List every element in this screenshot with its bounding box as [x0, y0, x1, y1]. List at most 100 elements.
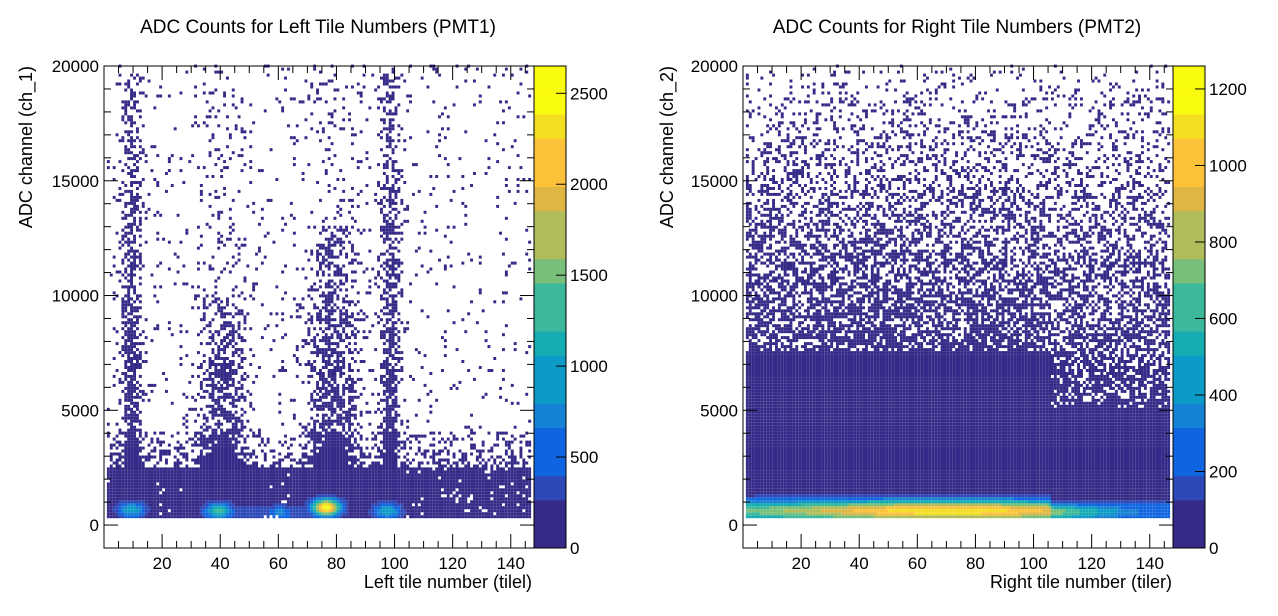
heatmap-cell: [179, 485, 183, 489]
heatmap-cell: [385, 380, 389, 384]
heatmap-cell: [138, 139, 142, 143]
heatmap-cell: [124, 106, 128, 110]
heatmap-cell: [385, 348, 389, 352]
heatmap-cell: [327, 273, 331, 277]
heatmap-cell: [295, 476, 299, 480]
heatmap-cell: [388, 285, 392, 289]
heatmap-cell: [159, 455, 163, 459]
heatmap-cell: [150, 467, 154, 471]
heatmap-cell: [289, 458, 293, 462]
heatmap-cell: [130, 169, 133, 173]
heatmap-cell: [234, 261, 238, 265]
heatmap-cell: [173, 482, 177, 486]
heatmap-cell: [339, 452, 343, 456]
heatmap-cell: [333, 464, 337, 468]
heatmap-cell: [159, 506, 163, 510]
heatmap-cell: [388, 94, 392, 98]
heatmap-cell: [237, 366, 241, 369]
heatmap-cell: [368, 500, 372, 504]
heatmap-cell: [138, 267, 142, 271]
heatmap-cell: [301, 431, 305, 435]
heatmap-cell: [362, 503, 366, 507]
heatmap-cell: [124, 240, 128, 244]
heatmap-cell: [275, 500, 279, 504]
heatmap-cell: [266, 506, 270, 510]
heatmap-cell: [348, 446, 351, 450]
heatmap-cell: [223, 377, 226, 381]
heatmap-cell: [330, 488, 334, 492]
heatmap-cell: [319, 500, 322, 504]
heatmap-cell: [327, 380, 331, 384]
heatmap-cell: [388, 294, 392, 298]
heatmap-cell: [191, 503, 195, 507]
heatmap-cell: [226, 419, 229, 423]
heatmap-cell: [385, 175, 389, 178]
heatmap-cell: [237, 309, 241, 313]
heatmap-cell: [217, 476, 221, 480]
heatmap-cell: [136, 166, 139, 170]
heatmap-cell: [345, 413, 348, 417]
heatmap-cell: [400, 351, 404, 355]
heatmap-cell: [319, 231, 322, 235]
heatmap-cell: [226, 372, 229, 375]
heatmap-cell: [417, 246, 421, 250]
heatmap-cell: [336, 494, 340, 498]
heatmap-cell: [220, 389, 224, 393]
heatmap-cell: [266, 467, 270, 471]
heatmap-cell: [133, 440, 136, 444]
heatmap-cell: [130, 512, 133, 516]
heatmap-cell: [130, 506, 133, 510]
heatmap-cell: [316, 404, 319, 408]
heatmap-cell: [194, 491, 197, 495]
heatmap-cell: [319, 261, 322, 265]
heatmap-cell: [327, 240, 331, 244]
heatmap-cell: [289, 506, 293, 510]
heatmap-cell: [220, 461, 224, 465]
heatmap-cell: [397, 479, 401, 483]
heatmap-cell: [214, 354, 218, 358]
heatmap-cell: [356, 82, 360, 86]
heatmap-cell: [182, 479, 186, 483]
heatmap-cell: [403, 330, 407, 334]
heatmap-cell: [272, 509, 276, 513]
heatmap-cell: [391, 321, 395, 325]
heatmap-cell: [106, 166, 110, 170]
heatmap-cell: [316, 243, 319, 247]
heatmap-cell: [214, 279, 218, 283]
heatmap-cell: [272, 461, 276, 465]
heatmap-cell: [130, 360, 133, 363]
heatmap-cell: [362, 470, 366, 474]
heatmap-cell: [150, 383, 154, 387]
heatmap-cell: [246, 515, 250, 519]
heatmap-cell: [246, 479, 250, 483]
heatmap-cell: [130, 282, 133, 286]
heatmap-cell: [388, 264, 392, 268]
heatmap-cell: [388, 339, 392, 343]
heatmap-cell: [342, 425, 346, 429]
heatmap-cell: [310, 285, 314, 289]
heatmap-cell: [345, 467, 348, 471]
heatmap-cell: [348, 413, 351, 417]
heatmap-cell: [263, 327, 267, 331]
heatmap-cell: [353, 327, 357, 331]
heatmap-cell: [385, 94, 389, 98]
heatmap-cell: [388, 377, 392, 381]
heatmap-cell: [214, 491, 218, 495]
heatmap-cell: [217, 380, 221, 384]
heatmap-cell: [263, 488, 267, 492]
heatmap-cell: [391, 380, 395, 384]
heatmap-cell: [342, 189, 346, 193]
heatmap-cell: [205, 476, 209, 480]
heatmap-cell: [394, 512, 398, 516]
heatmap-cell: [176, 213, 180, 217]
heatmap-cell: [147, 455, 151, 459]
heatmap-cell: [382, 467, 386, 471]
heatmap-cell: [231, 395, 235, 399]
heatmap-cell: [307, 479, 311, 483]
heatmap-cell: [351, 258, 354, 262]
heatmap-cell: [345, 255, 348, 259]
heatmap-cell: [127, 503, 131, 507]
heatmap-cell: [345, 386, 348, 390]
heatmap-cell: [359, 449, 363, 453]
heatmap-cell: [388, 503, 392, 507]
